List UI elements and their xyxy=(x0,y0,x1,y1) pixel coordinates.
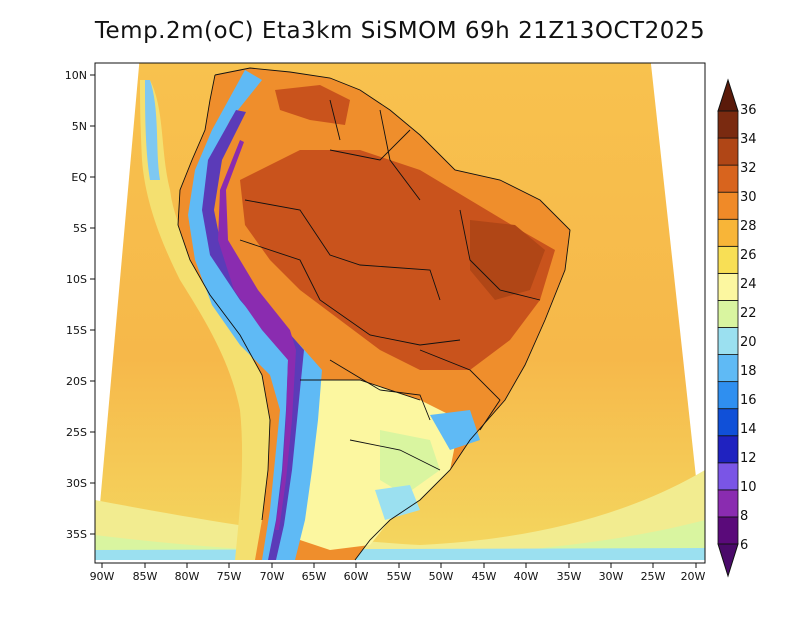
lon-label: 55W xyxy=(387,570,412,583)
lat-label: 5S xyxy=(73,222,87,235)
latitude-axis: 10N 5N EQ 5S 10S 15S 20S 25S 30S 35S xyxy=(65,69,95,541)
colorbar-label: 32 xyxy=(740,161,757,176)
lat-label: 20S xyxy=(66,375,87,388)
lon-label: 45W xyxy=(472,570,497,583)
colorbar-label: 6 xyxy=(740,538,748,553)
colorbar-label: 18 xyxy=(740,364,757,379)
lat-label: 35S xyxy=(66,528,87,541)
lon-label: 70W xyxy=(260,570,285,583)
colorbar-cell xyxy=(717,218,739,247)
lat-label: 10S xyxy=(66,273,87,286)
colorbar-cell xyxy=(717,516,739,545)
colorbar-bottom-arrow xyxy=(717,543,739,578)
lat-label: 10N xyxy=(65,69,87,82)
map-frame xyxy=(94,62,706,564)
pacific-cool-strip xyxy=(140,80,276,560)
colorbar-label: 14 xyxy=(740,422,757,437)
longitude-axis: 90W 85W 80W 75W 70W 65W 60W 55W 50W 45W … xyxy=(90,563,706,583)
lat-label: 25S xyxy=(66,426,87,439)
lon-label: 25W xyxy=(641,570,666,583)
lon-label: 30W xyxy=(599,570,624,583)
colorbar-cell xyxy=(717,272,739,301)
lon-label: 35W xyxy=(557,570,582,583)
colorbar-label: 34 xyxy=(740,132,757,147)
colorbar-label: 20 xyxy=(740,335,757,350)
lon-label: 50W xyxy=(429,570,454,583)
lon-label: 60W xyxy=(344,570,369,583)
lon-label: 65W xyxy=(302,570,327,583)
lat-label: 30S xyxy=(66,477,87,490)
lon-label: 80W xyxy=(175,570,200,583)
colorbar-cell xyxy=(717,489,739,518)
colorbar-label: 8 xyxy=(740,509,748,524)
colorbar-top-arrow xyxy=(717,78,739,112)
colorbar-cell xyxy=(717,110,739,139)
colorbar-label: 16 xyxy=(740,393,757,408)
country-borders xyxy=(177,67,571,561)
lat-label: EQ xyxy=(71,171,87,184)
colorbar-cell xyxy=(717,435,739,464)
colorbar-label: 36 xyxy=(740,103,757,118)
colorbar-cell xyxy=(717,191,739,220)
lon-label: 85W xyxy=(133,570,158,583)
lon-label: 40W xyxy=(514,570,539,583)
map-title: Temp.2m(oC) Eta3km SiSMOM 69h 21Z13OCT20… xyxy=(94,18,706,44)
colorbar-label: 28 xyxy=(740,219,757,234)
lon-label: 90W xyxy=(90,570,115,583)
land-south-cool xyxy=(295,380,460,550)
lon-label: 75W xyxy=(217,570,242,583)
colorbar-cell xyxy=(717,327,739,355)
colorbar-cell xyxy=(717,164,739,193)
colorbar-label: 24 xyxy=(740,277,757,292)
colorbar-label: 22 xyxy=(740,306,757,321)
lon-label: 20W xyxy=(681,570,706,583)
colorbar-cell xyxy=(717,381,739,410)
colorbar-cell xyxy=(717,408,739,437)
land-hot-core xyxy=(240,150,555,370)
colorbar xyxy=(717,110,739,545)
colorbar-cell xyxy=(717,354,739,383)
colorbar-label: 10 xyxy=(740,480,757,495)
lat-label: 15S xyxy=(66,324,87,337)
colorbar-label: 30 xyxy=(740,190,757,205)
colorbar-cell xyxy=(717,300,739,328)
lat-label: 5N xyxy=(72,120,87,133)
colorbar-label: 26 xyxy=(740,248,757,263)
colorbar-cell xyxy=(717,245,739,274)
colorbar-labels: 6 8 10 12 14 16 18 20 22 24 26 28 30 32 … xyxy=(740,103,757,553)
colorbar-cell xyxy=(717,462,739,491)
temperature-field xyxy=(95,63,705,563)
colorbar-label: 12 xyxy=(740,451,757,466)
colorbar-cell xyxy=(717,137,739,166)
